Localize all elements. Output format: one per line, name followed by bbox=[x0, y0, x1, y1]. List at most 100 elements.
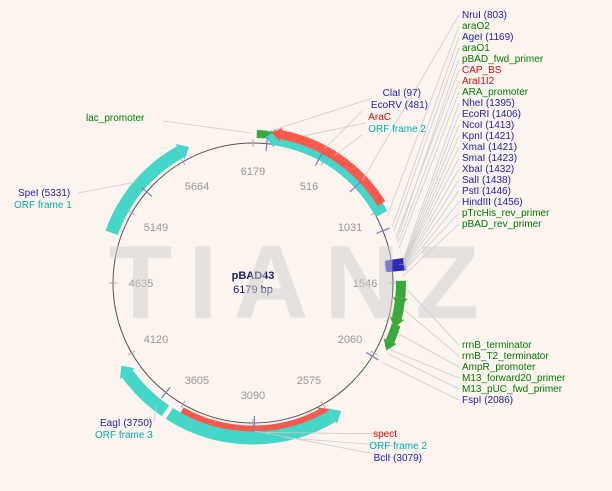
label-ptrchis-rev-primer: pTrcHis_rev_primer bbox=[462, 208, 550, 219]
mcs-feature-bar-1402 bbox=[385, 257, 406, 267]
restriction-site-tick-1169 bbox=[376, 227, 390, 234]
leader-lac-promoter bbox=[162, 120, 252, 134]
label-arao1: araO1 bbox=[462, 43, 490, 54]
label-orf-frame-2: ORF frame 2 bbox=[369, 441, 427, 452]
label-m13-forward20-primer: M13_forward20_primer bbox=[462, 373, 566, 384]
position-tick-2060 bbox=[370, 350, 378, 356]
label-spei-5331: SpeI (5331) bbox=[18, 188, 70, 199]
leader-arao1 bbox=[393, 47, 460, 232]
position-label-516: 516 bbox=[300, 181, 318, 193]
leader-arac bbox=[304, 122, 367, 137]
label-pbad-fwd-primer: pBAD_fwd_primer bbox=[462, 54, 544, 65]
leader-fspi-2086 bbox=[382, 362, 460, 401]
leader-pbad-rev-primer bbox=[402, 223, 460, 277]
leader-pbad-fwd-primer bbox=[396, 58, 460, 241]
label-cap-bs: CAP_BS bbox=[462, 65, 502, 76]
label-ara-promoter: ARA_promoter bbox=[462, 87, 529, 98]
leader-m13-forward20-primer bbox=[389, 349, 460, 379]
feature-spect bbox=[179, 407, 323, 435]
position-label-1546: 1546 bbox=[353, 278, 377, 290]
feature-rrnb-t2-terminator bbox=[391, 301, 405, 320]
label-xbai-1432: XbaI (1432) bbox=[462, 164, 514, 175]
restriction-site-tick-803 bbox=[349, 181, 361, 193]
position-label-3605: 3605 bbox=[185, 375, 209, 387]
label-agei-1169: AgeI (1169) bbox=[462, 32, 514, 43]
label-eagi-3750: EagI (3750) bbox=[100, 418, 152, 429]
leader-orf-frame-2 bbox=[284, 437, 395, 447]
feature-orf-frame-3-arrowhead bbox=[119, 365, 135, 379]
mcs-feature-bar-1444 bbox=[385, 264, 407, 273]
leader-kpni-1421 bbox=[403, 135, 460, 265]
position-label-3090: 3090 bbox=[241, 390, 265, 402]
label-arai1i2: AraI1I2 bbox=[462, 76, 495, 87]
leader-nrui-803 bbox=[361, 14, 460, 181]
label-arac: AraC bbox=[368, 112, 391, 123]
label-bcli-3079: BclI (3079) bbox=[374, 453, 422, 464]
label-clai-97: ClaI (97) bbox=[383, 88, 421, 99]
feature-ampr-promoter bbox=[385, 323, 401, 344]
position-label-4635: 4635 bbox=[129, 278, 153, 290]
feature-arac-arrowhead bbox=[271, 127, 283, 142]
label-m13-puc-fwd-primer: M13_pUC_fwd_primer bbox=[462, 384, 563, 395]
leader-xmai-1421 bbox=[403, 146, 460, 265]
label-psti-1446: PstI (1446) bbox=[462, 186, 511, 197]
label-nrui-803: NruI (803) bbox=[462, 10, 507, 21]
leader-rrnb-t2-terminator bbox=[404, 309, 460, 357]
label-pbad-rev-primer: pBAD_rev_primer bbox=[462, 219, 542, 230]
feature-orf-frame-1-arrowhead bbox=[175, 144, 189, 160]
position-label-5664: 5664 bbox=[185, 181, 209, 193]
leader-ampr-promoter bbox=[398, 333, 460, 368]
label-ncoi-1413: NcoI (1413) bbox=[462, 120, 514, 131]
label-fspi-2086: FspI (2086) bbox=[462, 395, 513, 406]
label-sali-1438: SalI (1438) bbox=[462, 175, 511, 186]
position-tick-5149 bbox=[128, 210, 136, 216]
leader-ecori-1406 bbox=[403, 113, 460, 262]
leader-hindiii-1456 bbox=[404, 201, 460, 270]
leader-ara-promoter bbox=[398, 91, 460, 249]
feature-orf-frame-2-top bbox=[274, 132, 388, 218]
feature-orf-frame-3 bbox=[121, 369, 170, 417]
label-hindiii-1456: HindIII (1456) bbox=[462, 197, 523, 208]
leader-m13-puc-fwd-primer bbox=[387, 353, 460, 390]
feature-spect-arrowhead bbox=[317, 407, 330, 420]
leader-spei-5331 bbox=[77, 181, 136, 194]
plasmid-size: 6179 bp bbox=[233, 284, 273, 296]
map-layer: 516 1031 1546 2060 2575 3090 3605 4120 4635 5149 5… bbox=[14, 10, 566, 464]
feature-rrnb-terminator bbox=[395, 280, 406, 299]
leader-sali-1438 bbox=[403, 179, 460, 267]
position-tick-5664 bbox=[180, 158, 186, 166]
leader-rrnb-terminator bbox=[406, 289, 460, 346]
label-xmai-1421: XmaI (1421) bbox=[462, 142, 517, 153]
position-label-4120: 4120 bbox=[144, 334, 168, 346]
label-spect: spect bbox=[373, 429, 397, 440]
restriction-site-tick-97 bbox=[265, 136, 269, 151]
leader-ecorv-481 bbox=[324, 110, 363, 150]
restriction-site-tick-481 bbox=[314, 152, 323, 166]
label-orf-frame-1: ORF frame 1 bbox=[14, 200, 72, 211]
leader-arao2 bbox=[386, 25, 460, 217]
label-orf-frame-3: ORF frame 3 bbox=[95, 430, 153, 441]
leader-spect bbox=[265, 432, 401, 435]
label-rrnb-terminator: rrnB_terminator bbox=[462, 340, 532, 351]
leader-ncoi-1413 bbox=[403, 124, 460, 263]
plasmid-name: pBAD43 bbox=[232, 270, 275, 282]
label-rrnb-t2-terminator: rrnB_T2_terminator bbox=[462, 351, 549, 362]
position-tick-4120 bbox=[127, 350, 136, 356]
leader-orf-frame-2 bbox=[334, 134, 363, 156]
label-ecorv-481: EcoRV (481) bbox=[371, 100, 428, 111]
position-label-6179: 6179 bbox=[241, 166, 265, 178]
restriction-site-tick-3750 bbox=[161, 386, 171, 399]
watermark: TIANZ bbox=[109, 225, 495, 341]
position-tick-2575 bbox=[320, 400, 326, 408]
position-tick-3605 bbox=[180, 400, 186, 408]
label-kpni-1421: KpnI (1421) bbox=[462, 131, 514, 142]
label-nhei-1395: NheI (1395) bbox=[462, 98, 515, 109]
leader-nhei-1395 bbox=[402, 102, 460, 261]
label-lac-promoter: lac_promoter bbox=[86, 113, 145, 124]
restriction-site-tick-2086 bbox=[366, 352, 379, 361]
feature-rrnb-t2-terminator-arrowhead bbox=[389, 316, 405, 328]
leader-clai-97 bbox=[267, 98, 371, 133]
leader-eagi-3750 bbox=[153, 405, 157, 423]
